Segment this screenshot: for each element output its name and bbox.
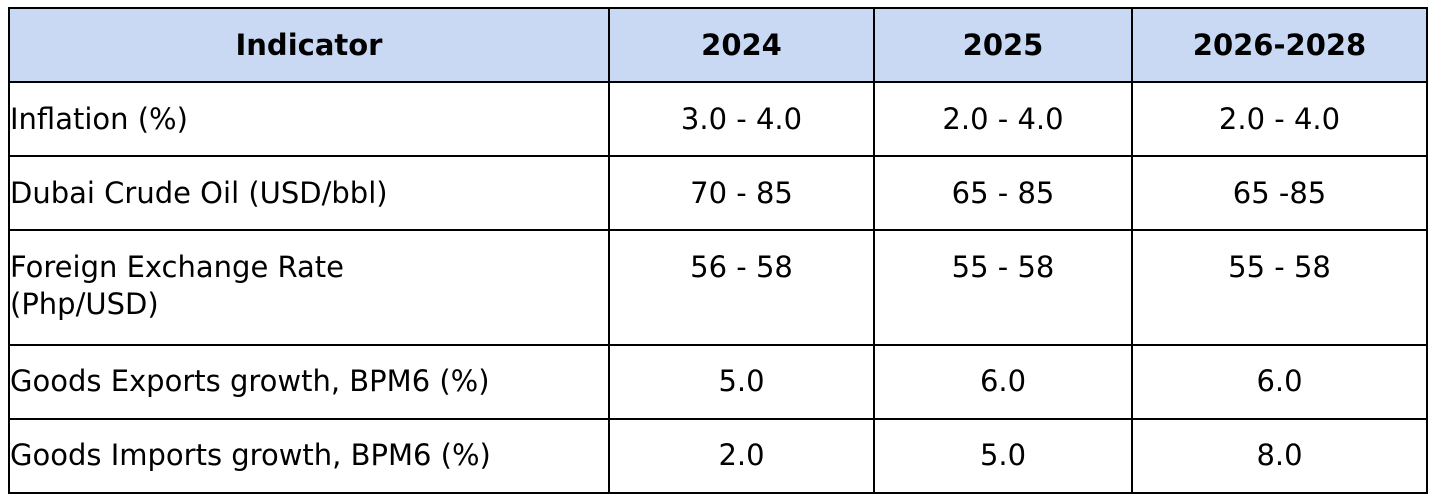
row-label-goods-imports: Goods Imports growth, BPM6 (%) <box>8 417 610 495</box>
cell-dubai-crude-2026-2028: 65 -85 <box>1131 155 1428 232</box>
cell-fx-rate-2025: 55 - 58 <box>873 229 1133 346</box>
cell-goods-imports-2024: 2.0 <box>608 417 875 495</box>
cell-goods-exports-2025: 6.0 <box>873 343 1133 420</box>
header-row: Indicator 2024 2025 2026-2028 <box>8 7 1428 83</box>
row-label-goods-exports: Goods Exports growth, BPM6 (%) <box>8 343 610 420</box>
cell-inflation-2026-2028: 2.0 - 4.0 <box>1131 80 1428 158</box>
table-row: Goods Exports growth, BPM6 (%) 5.0 6.0 6… <box>8 343 1428 420</box>
cell-inflation-2024: 3.0 - 4.0 <box>608 80 875 158</box>
row-label-fx-rate-line2: (Php/USD) <box>10 287 159 322</box>
cell-goods-imports-2025: 5.0 <box>873 417 1133 495</box>
header-indicator: Indicator <box>8 7 610 83</box>
cell-fx-rate-2026-2028: 55 - 58 <box>1131 229 1428 346</box>
header-2026-2028: 2026-2028 <box>1131 7 1428 83</box>
table-row: Goods Imports growth, BPM6 (%) 2.0 5.0 8… <box>8 417 1428 495</box>
cell-inflation-2025: 2.0 - 4.0 <box>873 80 1133 158</box>
cell-goods-exports-2024: 5.0 <box>608 343 875 420</box>
header-2025: 2025 <box>873 7 1133 83</box>
row-label-fx-rate: Foreign Exchange Rate (Php/USD) <box>8 229 610 346</box>
header-2024: 2024 <box>608 7 875 83</box>
row-label-inflation: Inflation (%) <box>8 80 610 158</box>
row-label-dubai-crude: Dubai Crude Oil (USD/bbl) <box>8 155 610 232</box>
table-row: Foreign Exchange Rate (Php/USD) 56 - 58 … <box>8 229 1428 346</box>
assumptions-table: Indicator 2024 2025 2026-2028 Inflation … <box>8 7 1428 495</box>
cell-fx-rate-2024: 56 - 58 <box>608 229 875 346</box>
row-label-fx-rate-line1: Foreign Exchange Rate <box>10 250 344 285</box>
cell-goods-imports-2026-2028: 8.0 <box>1131 417 1428 495</box>
cell-goods-exports-2026-2028: 6.0 <box>1131 343 1428 420</box>
table-row: Dubai Crude Oil (USD/bbl) 70 - 85 65 - 8… <box>8 155 1428 232</box>
cell-dubai-crude-2024: 70 - 85 <box>608 155 875 232</box>
cell-dubai-crude-2025: 65 - 85 <box>873 155 1133 232</box>
table-row: Inflation (%) 3.0 - 4.0 2.0 - 4.0 2.0 - … <box>8 80 1428 158</box>
